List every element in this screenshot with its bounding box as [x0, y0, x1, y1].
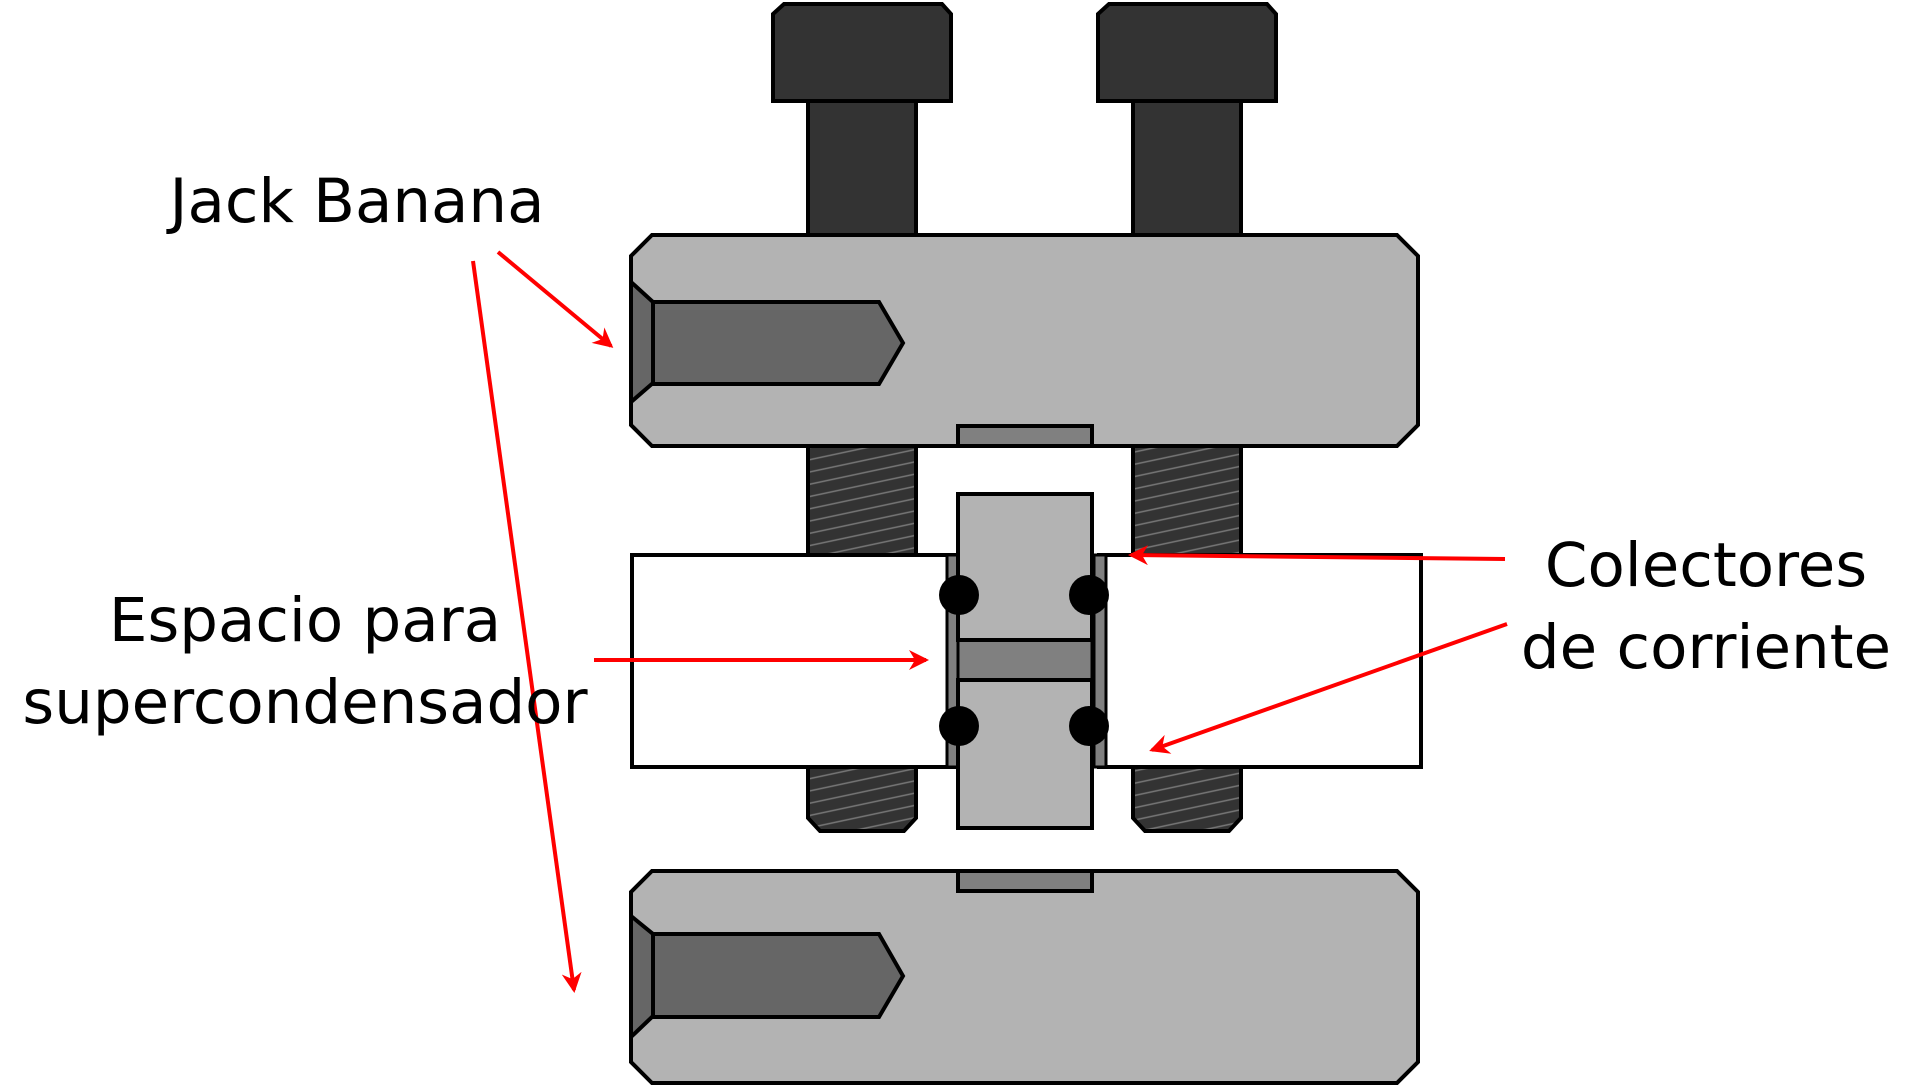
right-bolt-thread-lower [1133, 767, 1241, 831]
label-espacio-line2: supercondensador [22, 667, 588, 738]
top-jack-banana [653, 302, 903, 384]
top-jack-banana-socket [631, 282, 653, 402]
seal-dot [1069, 706, 1109, 746]
top-plate-spacer [958, 426, 1092, 446]
bottom-jack-banana-socket [631, 916, 653, 1037]
left-bolt-head [773, 4, 951, 101]
upper-electrode-block [958, 494, 1092, 640]
seal-dot [1069, 575, 1109, 615]
right-bolt-shaft [1133, 101, 1241, 235]
left-bolt-thread-upper [808, 445, 916, 555]
label-colectores-line1: Colectores [1545, 530, 1867, 601]
bottom-plate-spacer [958, 871, 1092, 891]
left-bolt-shaft [808, 101, 916, 235]
arrow-jack-banana-top [498, 252, 611, 346]
bottom-jack-banana [653, 934, 903, 1017]
label-colectores-line2: de corriente [1521, 612, 1891, 683]
seal-dot [939, 575, 979, 615]
label-jack-banana: Jack Banana [166, 166, 545, 237]
seal-dot [939, 706, 979, 746]
middle-frame-right-block [1099, 555, 1421, 767]
right-bolt-head [1098, 4, 1276, 101]
lower-electrode-block [958, 680, 1092, 828]
supercapacitor-space [958, 640, 1092, 680]
label-espacio-line1: Espacio para [109, 585, 501, 656]
right-bolt-thread-upper [1133, 445, 1241, 555]
left-bolt-thread-lower [808, 767, 916, 831]
